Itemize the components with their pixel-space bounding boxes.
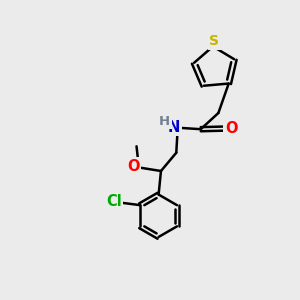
Text: S: S (209, 34, 219, 48)
Text: N: N (168, 120, 180, 135)
Text: O: O (225, 121, 237, 136)
Text: H: H (159, 115, 170, 128)
Text: Cl: Cl (106, 194, 122, 209)
Text: O: O (127, 159, 140, 174)
